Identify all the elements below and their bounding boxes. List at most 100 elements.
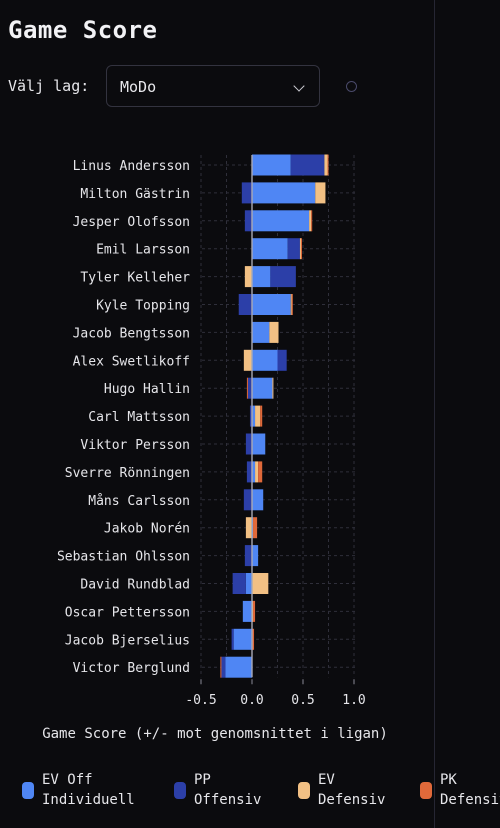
- player-label: Jacob Bengtsson: [73, 326, 190, 341]
- chart-x-ticks: -0.5 0.0 0.5 1.0: [185, 679, 366, 708]
- chevron-down-icon: [293, 80, 305, 92]
- legend-swatch: [298, 782, 310, 799]
- player-label: Hugo Hallin: [104, 382, 190, 397]
- legend-swatch: [22, 782, 34, 799]
- bar-segment: [327, 154, 329, 176]
- bar-segment: [245, 517, 252, 539]
- bar-segment: [309, 210, 312, 232]
- bar-segment: [231, 628, 234, 650]
- bar-segment: [249, 405, 252, 427]
- bar-segment: [232, 573, 246, 594]
- bar-segment: [225, 656, 252, 678]
- chart-grid: [200, 155, 355, 678]
- player-label: Viktor Persson: [80, 438, 190, 453]
- bar-segment: [245, 433, 252, 455]
- bar-segment: [247, 377, 252, 399]
- player-label: Emil Larsson: [96, 243, 190, 258]
- player-label: Tyler Kelleher: [80, 271, 190, 286]
- player-label: Milton Gästrin: [80, 187, 190, 202]
- bar-segment: [246, 461, 252, 483]
- chart-player-labels: Linus Andersson Milton Gästrin Jesper Olof…: [57, 159, 190, 676]
- bar-segment: [244, 210, 252, 232]
- player-label: Sebastian Ohlsson: [57, 550, 190, 565]
- bar-segment: [258, 461, 263, 483]
- bar-segment: [252, 573, 269, 594]
- bar-segment: [299, 238, 301, 260]
- bar-segment: [255, 461, 259, 483]
- game-score-chart: Linus Andersson Milton Gästrin Jesper Olof…: [57, 154, 366, 708]
- bar-segment: [252, 377, 273, 399]
- player-label: Victor Berglund: [73, 661, 190, 676]
- bar-segment: [311, 210, 313, 232]
- bar-segment: [290, 294, 292, 315]
- bar-segment: [220, 656, 222, 678]
- player-label: Oscar Pettersson: [65, 605, 190, 620]
- bar-segment: [252, 321, 270, 343]
- bar-segment: [242, 600, 252, 622]
- player-label: David Rundblad: [80, 578, 190, 593]
- player-label: Måns Carlsson: [88, 494, 190, 509]
- bar-segment: [233, 628, 252, 650]
- player-label: Kyle Topping: [96, 299, 190, 314]
- panel-divider: [434, 0, 435, 828]
- legend-label: EV Off Individuell: [42, 772, 135, 808]
- legend-label: PP Offensiv: [194, 772, 262, 808]
- bar-segment: [252, 489, 264, 511]
- player-label: Alex Swetlikoff: [73, 354, 190, 369]
- bar-segment: [243, 489, 252, 511]
- bar-segment: [243, 349, 252, 371]
- bar-segment: [221, 656, 226, 678]
- bar-segment: [253, 517, 258, 539]
- chart-bars: [220, 154, 329, 678]
- bar-segment: [244, 545, 252, 567]
- x-tick-label: -0.5: [185, 693, 216, 708]
- x-tick-label: 0.5: [291, 693, 314, 708]
- bar-segment: [270, 266, 296, 288]
- bar-segment: [277, 349, 287, 371]
- team-select[interactable]: MoDo: [106, 65, 320, 107]
- bar-segment: [269, 321, 279, 343]
- bar-segment: [252, 238, 288, 260]
- player-label: Sverre Rönningen: [65, 466, 190, 481]
- team-select-value: MoDo: [120, 78, 157, 96]
- bar-segment: [300, 238, 302, 260]
- bar-segment: [324, 154, 328, 176]
- legend-label: PK Defensiv: [440, 772, 500, 808]
- bar-segment: [252, 628, 255, 650]
- bar-segment: [291, 294, 293, 315]
- player-label: Jesper Olofsson: [73, 215, 190, 230]
- bar-segment: [252, 349, 278, 371]
- bar-segment: [252, 294, 291, 315]
- bar-segment: [315, 182, 326, 204]
- bar-segment: [290, 154, 325, 176]
- bar-segment: [287, 238, 300, 260]
- player-label: Jacob Bjerselius: [65, 633, 190, 648]
- x-axis-label: Game Score (+/- mot genomsnittet i ligan…: [42, 726, 388, 742]
- x-tick-label: 1.0: [342, 693, 365, 708]
- player-label: Jakob Norén: [104, 522, 190, 537]
- bar-segment: [244, 266, 252, 288]
- bar-segment: [252, 210, 310, 232]
- legend-swatch: [174, 782, 186, 799]
- bar-segment: [252, 405, 256, 427]
- bar-segment: [252, 433, 266, 455]
- bar-segment: [246, 377, 248, 399]
- legend-label: EV Defensiv: [318, 772, 386, 808]
- bar-segment: [252, 461, 256, 483]
- legend-swatch: [420, 782, 432, 799]
- status-circle-icon: [346, 81, 357, 92]
- player-label: Carl Mattsson: [88, 410, 190, 425]
- bar-segment: [255, 405, 261, 427]
- bar-segment: [260, 405, 263, 427]
- bar-segment: [245, 573, 252, 594]
- bar-segment: [238, 294, 252, 315]
- x-tick-label: 0.0: [240, 693, 263, 708]
- bar-segment: [241, 182, 252, 204]
- bar-segment: [272, 377, 274, 399]
- page-title: Game Score: [8, 16, 158, 44]
- bar-segment: [253, 600, 256, 622]
- bar-segment: [252, 545, 259, 567]
- bar-segment: [252, 154, 291, 176]
- bar-segment: [252, 266, 271, 288]
- player-label: Linus Andersson: [73, 159, 190, 174]
